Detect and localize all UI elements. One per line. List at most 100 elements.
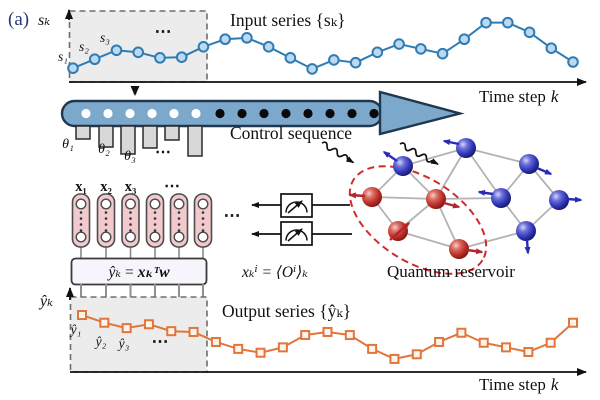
capsule-dot xyxy=(201,223,205,226)
capsule-top-node xyxy=(173,198,185,210)
capsule-dot xyxy=(79,229,83,232)
output-data-point xyxy=(322,326,333,337)
spin-arrow-icon xyxy=(389,221,411,241)
panel-label: (a) xyxy=(8,9,29,30)
quantum-reservoir-label: Quantum reservoir xyxy=(387,262,515,281)
theta-label-1: θ₁ xyxy=(62,137,74,152)
input-y-axis-label: sₖ xyxy=(38,12,50,29)
readout-formula: ŷₖ = xₖᵀw xyxy=(106,264,170,281)
output-history-window xyxy=(69,296,208,373)
input-ellipsis: ⋯ xyxy=(155,22,172,41)
input-point-label-3: s₃ xyxy=(100,30,110,45)
state-vector-capsules xyxy=(71,193,213,259)
capsule-dot xyxy=(79,211,83,214)
input-data-point xyxy=(393,38,405,50)
reservoir-coupling-edge xyxy=(397,230,460,250)
spin-arrow-icon xyxy=(477,189,494,196)
output-data-point xyxy=(367,343,378,354)
input-point-label-2: s₂ xyxy=(79,39,89,54)
control-sequence-label: Control sequence xyxy=(230,123,352,143)
output-series-title: Output series {ŷₖ} xyxy=(222,301,351,321)
qubit-blue-sphere xyxy=(491,188,511,208)
input-data-point xyxy=(219,33,231,46)
capsule-dot xyxy=(153,229,157,232)
control-white-dot xyxy=(191,108,201,119)
output-data-point xyxy=(456,327,467,338)
capsule-dot xyxy=(104,229,108,232)
capsule-top-node xyxy=(197,198,209,210)
reservoir-coupling-edge xyxy=(465,147,530,165)
capsule-bottom-node xyxy=(124,231,136,243)
output-data-point xyxy=(568,317,578,328)
capsule-top-node xyxy=(100,198,112,210)
control-black-dot xyxy=(259,108,269,119)
capsule-dot xyxy=(79,223,83,226)
spin-arrow-icon xyxy=(524,239,531,255)
input-history-window xyxy=(68,10,208,83)
vector-label-3: x₃ xyxy=(125,179,137,195)
control-pulse-dots xyxy=(81,108,379,119)
theta-ellipsis: ⋯ xyxy=(155,144,171,161)
theta-bar xyxy=(98,125,114,148)
spin-arrow-icon xyxy=(443,201,461,209)
capsule-top-node xyxy=(149,198,161,210)
qubit-red-sphere xyxy=(362,187,382,207)
input-data-point xyxy=(262,41,275,53)
capsule-dot xyxy=(104,223,108,226)
qubit-blue-sphere xyxy=(393,156,413,176)
input-series-plot xyxy=(67,16,579,75)
spin-arrow-icon xyxy=(466,248,484,255)
meter-icon-2 xyxy=(280,221,313,246)
capsule-dot xyxy=(129,217,132,220)
output-data-point xyxy=(434,336,445,347)
spin-arrow-icon xyxy=(536,166,553,176)
capsule-dot xyxy=(201,217,205,220)
capsule-dot xyxy=(104,217,108,220)
input-data-point xyxy=(241,32,253,44)
input-data-point xyxy=(458,33,471,46)
output-data-point xyxy=(545,337,556,348)
control-theta-bars xyxy=(75,125,203,157)
capsule-dot xyxy=(129,223,132,226)
capsule-dot xyxy=(129,229,132,232)
output-point-label-3: ŷ₃ xyxy=(117,336,130,351)
output-data-point xyxy=(121,323,132,334)
capsule-dot xyxy=(153,217,157,220)
capsule-dot xyxy=(201,229,205,232)
output-data-point xyxy=(188,326,199,337)
control-white-dot xyxy=(169,108,179,119)
capsule-dot xyxy=(177,211,181,214)
control-arrow-head xyxy=(378,90,465,136)
output-data-point xyxy=(166,326,177,337)
output-data-point xyxy=(99,317,110,328)
theta-bar xyxy=(164,125,180,141)
control-black-dot xyxy=(369,108,379,119)
capsule-dot xyxy=(177,217,181,220)
meter-icon-1 xyxy=(280,193,313,218)
capsule-bottom-node xyxy=(100,231,112,243)
reservoir-nodes xyxy=(348,138,583,259)
reservoir-subsystem-ellipse xyxy=(348,165,488,275)
output-data-point xyxy=(501,342,512,353)
qubit-red-sphere xyxy=(426,189,446,209)
input-data-point xyxy=(154,52,166,64)
capsule-bottom-node xyxy=(197,231,209,243)
input-data-point xyxy=(545,42,558,54)
output-data-point xyxy=(210,336,221,347)
reservoir-coupling-edge xyxy=(435,197,502,200)
input-data-point xyxy=(415,43,427,55)
capsule-ellipsis-right: ⋯ xyxy=(224,206,241,225)
input-data-point xyxy=(328,54,340,66)
input-data-point xyxy=(284,52,297,64)
qubit-blue-sphere xyxy=(519,154,539,174)
output-data-point xyxy=(300,330,311,341)
output-data-point xyxy=(523,346,534,357)
input-data-point xyxy=(67,62,79,74)
input-x-axis-label: Time step k xyxy=(479,87,559,106)
spin-arrow-icon xyxy=(566,196,583,203)
reservoir-coupling-edge xyxy=(371,196,437,200)
capsule-dot xyxy=(129,211,132,214)
input-data-point xyxy=(349,56,362,69)
